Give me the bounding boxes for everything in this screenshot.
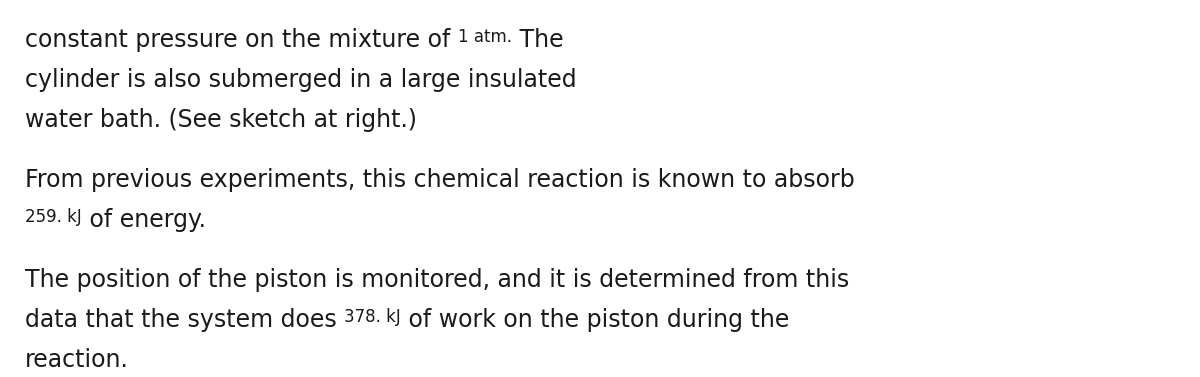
- Text: of work on the piston during the: of work on the piston during the: [401, 308, 790, 332]
- Text: 259. kJ: 259. kJ: [25, 208, 82, 226]
- Text: water bath. (See sketch at right.): water bath. (See sketch at right.): [25, 108, 418, 132]
- Text: 378. kJ: 378. kJ: [344, 308, 401, 326]
- Text: reaction.: reaction.: [25, 348, 128, 372]
- Text: data that the system does: data that the system does: [25, 308, 344, 332]
- Text: The position of the piston is monitored, and it is determined from this: The position of the piston is monitored,…: [25, 268, 850, 292]
- Text: 1 atm.: 1 atm.: [458, 28, 512, 46]
- Text: of energy.: of energy.: [82, 208, 205, 232]
- Text: cylinder is also submerged in a large insulated: cylinder is also submerged in a large in…: [25, 68, 577, 92]
- Text: From previous experiments, this chemical reaction is known to absorb: From previous experiments, this chemical…: [25, 168, 854, 192]
- Text: constant pressure on the mixture of: constant pressure on the mixture of: [25, 28, 458, 52]
- Text: The: The: [512, 28, 564, 52]
